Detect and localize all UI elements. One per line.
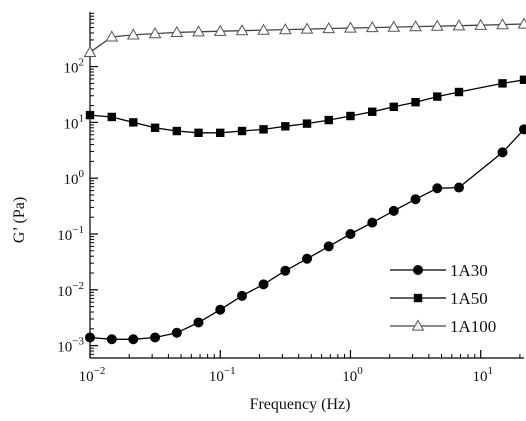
legend-item-1a50: 1A50 (390, 289, 488, 308)
data-point (322, 22, 336, 34)
data-point (496, 18, 509, 30)
data-point (83, 45, 97, 57)
data-point (454, 87, 464, 97)
legend: 1A30 1A50 1A100 (390, 261, 496, 336)
data-point (215, 304, 226, 315)
x-tick-label: 100 (342, 365, 363, 385)
data-point (192, 25, 205, 37)
data-point (474, 18, 488, 30)
data-point (519, 75, 526, 84)
data-point (324, 115, 333, 125)
data-point (85, 332, 95, 343)
data-point (85, 110, 95, 120)
data-point (148, 27, 162, 39)
data-point (367, 217, 378, 228)
y-tick-label: 10−1 (57, 224, 84, 244)
legend-label: 1A100 (450, 317, 496, 336)
data-point (278, 23, 292, 35)
series-1a50 (85, 75, 526, 138)
data-point (345, 228, 356, 239)
data-point (129, 118, 138, 127)
legend-label: 1A30 (450, 261, 488, 280)
y-tick-label: 101 (64, 112, 85, 132)
data-point (430, 19, 444, 31)
series-1a100 (83, 17, 526, 57)
series-layer (83, 17, 526, 345)
data-point (126, 28, 140, 40)
data-point (258, 279, 269, 290)
data-point (150, 123, 160, 132)
legend-item-1a100: 1A100 (390, 317, 496, 336)
data-point (281, 122, 290, 131)
data-point (107, 112, 116, 122)
data-point (216, 128, 225, 138)
data-point (105, 30, 119, 42)
data-point (387, 20, 401, 32)
data-point (452, 19, 466, 31)
data-point (411, 97, 420, 107)
data-point (170, 25, 184, 37)
data-point (344, 21, 357, 33)
data-point (193, 317, 204, 328)
legend-marker (411, 319, 425, 331)
data-point (259, 125, 268, 134)
data-point (237, 290, 248, 301)
data-point (453, 182, 464, 193)
data-point (517, 17, 526, 29)
data-point (150, 332, 161, 343)
data-point (497, 147, 508, 158)
data-point (257, 23, 270, 35)
axes-layer: 10−2 10−1 100 101 10−3 10−2 10−1 100 101 102 (57, 12, 524, 385)
data-point (433, 92, 442, 101)
y-tick-label: 10−3 (57, 336, 84, 356)
y-tick-label: 100 (64, 168, 85, 188)
data-point (498, 79, 507, 88)
data-point (302, 119, 312, 128)
data-point (171, 327, 182, 338)
data-point (323, 241, 334, 252)
data-point (519, 124, 526, 135)
data-point (346, 111, 355, 121)
y-tick-label: 10−2 (57, 280, 84, 300)
legend-item-1a30: 1A30 (390, 261, 488, 280)
data-point (235, 24, 249, 36)
data-point (172, 126, 182, 136)
data-point (409, 20, 422, 32)
y-tick-label: 102 (64, 57, 85, 77)
data-point (300, 22, 314, 34)
x-axis-title: Frequency (Hz) (250, 396, 351, 413)
data-point (388, 205, 399, 216)
data-point (432, 183, 443, 194)
data-point (280, 265, 291, 276)
legend-label: 1A50 (450, 289, 488, 308)
data-point (368, 107, 377, 116)
data-point (302, 253, 313, 264)
x-tick-label: 10−1 (209, 365, 236, 385)
legend-marker (413, 293, 423, 303)
data-point (128, 334, 139, 345)
legend-marker (413, 265, 423, 275)
y-axis-title: G’ (Pa) (11, 197, 28, 243)
data-point (106, 334, 117, 345)
data-point (194, 128, 203, 138)
x-tick-label: 101 (472, 365, 493, 385)
series-1a30 (85, 124, 526, 345)
data-point (213, 24, 227, 36)
data-point (365, 21, 379, 33)
x-tick-label: 10−2 (79, 365, 106, 385)
data-point (237, 126, 247, 136)
data-point (410, 194, 421, 205)
data-point (389, 102, 398, 112)
